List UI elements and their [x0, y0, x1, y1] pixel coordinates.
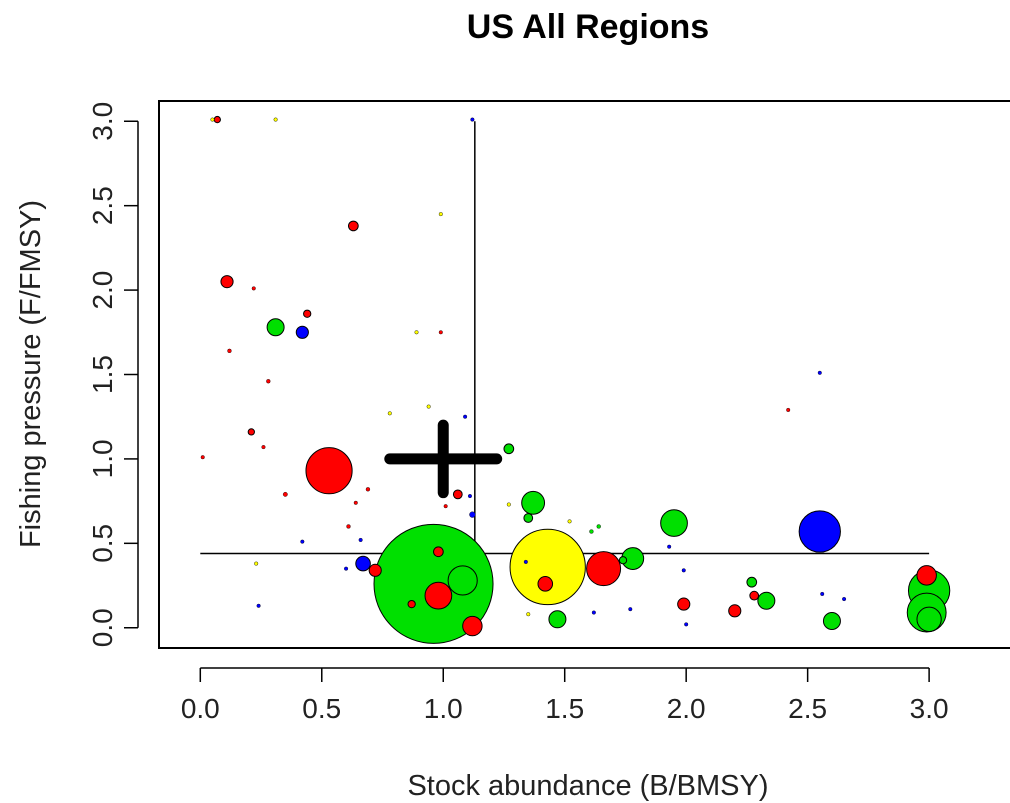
data-point-blue	[470, 117, 475, 122]
data-point-blue	[591, 610, 596, 615]
data-point-red	[347, 220, 359, 232]
data-point-blue	[300, 539, 305, 544]
data-point-blue	[469, 511, 476, 518]
data-point-red	[537, 576, 554, 592]
data-point-blue	[798, 510, 841, 553]
data-point-red	[586, 551, 622, 587]
data-point-green	[447, 565, 478, 596]
data-points	[200, 115, 951, 644]
data-point-blue	[344, 566, 349, 571]
data-point-red	[227, 348, 232, 354]
data-point-yellow	[414, 330, 419, 335]
data-point-yellow	[567, 519, 572, 524]
data-point-red	[749, 590, 760, 601]
y-tick-label: 0.0	[87, 608, 118, 647]
data-point-green	[548, 610, 567, 629]
data-point-red	[916, 565, 937, 586]
data-point-red	[251, 286, 256, 291]
data-point-red	[433, 546, 444, 558]
data-point-red	[200, 455, 205, 460]
data-point-red	[365, 487, 371, 492]
data-point-blue	[463, 414, 468, 419]
x-axis-label: Stock abundance (B/BMSY)	[407, 770, 768, 802]
data-point-blue	[817, 370, 822, 375]
x-axis: 0.0 0.5 1.0 1.5 2.0 2.5 3.0	[181, 667, 949, 724]
data-point-red	[353, 500, 358, 505]
data-point-red	[677, 597, 691, 611]
y-tick-label: 2.5	[87, 186, 118, 225]
center-cross-marker	[384, 419, 503, 499]
data-point-red	[424, 581, 453, 610]
data-point-green	[660, 509, 688, 537]
data-point-red	[303, 309, 312, 318]
data-point-blue	[684, 622, 689, 627]
x-tick-label: 3.0	[910, 693, 949, 724]
data-point-blue	[628, 607, 633, 612]
data-point-yellow	[526, 612, 531, 617]
data-point-red	[247, 428, 255, 436]
data-point-red	[305, 447, 353, 495]
data-point-red	[786, 407, 791, 412]
data-point-blue	[523, 559, 528, 564]
y-axis-label: Fishing pressure (F/FMSY)	[15, 200, 47, 548]
x-tick-label: 2.0	[667, 693, 706, 724]
plot-frame	[158, 100, 1010, 649]
data-point-green	[521, 490, 546, 515]
data-point-blue	[842, 597, 847, 602]
data-point-green	[916, 606, 942, 632]
data-point-yellow	[210, 117, 215, 122]
data-point-red	[443, 504, 448, 509]
data-point-red	[452, 489, 463, 500]
y-tick-label: 1.5	[87, 355, 118, 394]
data-point-red	[266, 379, 271, 384]
y-tick-label: 0.5	[87, 524, 118, 563]
y-tick-label: 2.0	[87, 271, 118, 310]
x-tick-label: 0.0	[181, 693, 220, 724]
data-point-green	[757, 591, 776, 610]
x-tick-label: 0.5	[302, 693, 341, 724]
x-tick-label: 1.5	[545, 693, 584, 724]
data-point-red	[220, 275, 234, 289]
data-point-green	[266, 318, 285, 337]
y-tick-label: 1.0	[87, 439, 118, 478]
data-point-yellow	[273, 117, 278, 122]
data-point-blue	[681, 568, 686, 573]
y-tick-label: 3.0	[87, 102, 118, 141]
data-point-blue	[355, 555, 371, 572]
data-point-yellow	[254, 561, 259, 566]
data-point-green	[596, 524, 601, 529]
data-point-blue	[358, 537, 363, 542]
x-tick-label: 1.0	[424, 693, 463, 724]
data-point-red	[213, 115, 221, 124]
data-point-blue	[667, 544, 672, 549]
data-point-blue	[295, 325, 309, 339]
data-point-green	[618, 556, 628, 565]
data-point-green	[503, 443, 515, 455]
y-axis: 0.0 0.5 1.0 1.5 2.0 2.5 3.0	[87, 102, 139, 647]
data-point-yellow	[509, 528, 586, 606]
data-point-yellow	[426, 404, 431, 409]
data-point-red	[407, 599, 416, 609]
data-point-red	[261, 445, 266, 450]
data-point-red	[346, 524, 351, 529]
data-point-red	[728, 604, 742, 618]
data-point-green	[822, 611, 841, 630]
data-point-green	[746, 576, 758, 588]
data-point-red	[462, 615, 483, 637]
data-point-blue	[256, 603, 261, 608]
data-point-yellow	[438, 212, 443, 217]
data-point-blue	[467, 494, 472, 499]
x-tick-label: 2.5	[788, 693, 827, 724]
data-point-red	[282, 491, 288, 497]
data-point-blue	[820, 591, 825, 596]
data-point-yellow	[506, 502, 511, 507]
data-point-red	[368, 563, 382, 577]
chart-title: US All Regions	[467, 8, 709, 46]
data-point-green	[589, 529, 594, 534]
data-point-green	[523, 513, 534, 523]
data-point-yellow	[387, 411, 392, 416]
data-point-red	[438, 330, 443, 335]
